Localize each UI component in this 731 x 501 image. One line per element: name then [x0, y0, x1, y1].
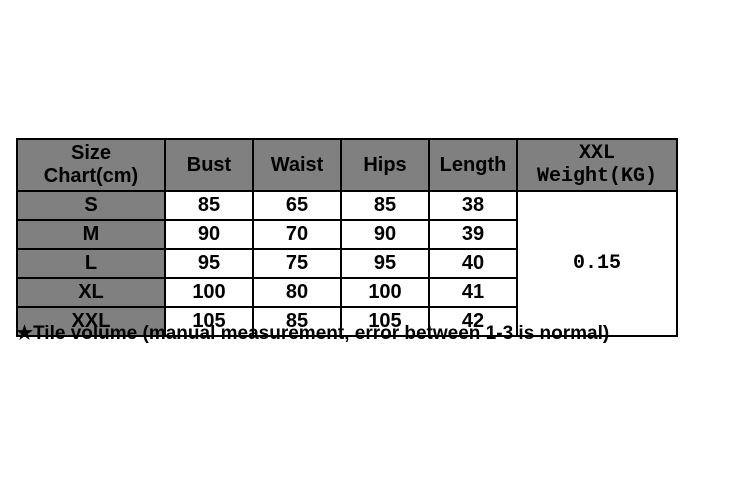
- col-header-waist: Waist: [253, 139, 341, 191]
- cell-size: M: [17, 220, 165, 249]
- table-header-row: Size Chart(cm) Bust Waist Hips Length XX…: [17, 139, 677, 191]
- cell-hips: 90: [341, 220, 429, 249]
- cell-waist: 70: [253, 220, 341, 249]
- cell-waist: 75: [253, 249, 341, 278]
- cell-hips: 100: [341, 278, 429, 307]
- cell-length: 41: [429, 278, 517, 307]
- cell-bust: 85: [165, 191, 253, 220]
- footnote: ★Tile volume (manual measurement, error …: [16, 322, 609, 345]
- cell-size: XL: [17, 278, 165, 307]
- cell-bust: 100: [165, 278, 253, 307]
- cell-waist: 65: [253, 191, 341, 220]
- cell-length: 39: [429, 220, 517, 249]
- col-header-weight: XXL Weight(KG): [517, 139, 677, 191]
- cell-size: L: [17, 249, 165, 278]
- col-header-bust: Bust: [165, 139, 253, 191]
- cell-hips: 85: [341, 191, 429, 220]
- col-header-hips: Hips: [341, 139, 429, 191]
- col-header-size: Size Chart(cm): [17, 139, 165, 191]
- cell-length: 40: [429, 249, 517, 278]
- cell-size: S: [17, 191, 165, 220]
- cell-waist: 80: [253, 278, 341, 307]
- cell-hips: 95: [341, 249, 429, 278]
- size-chart-table: Size Chart(cm) Bust Waist Hips Length XX…: [16, 138, 678, 337]
- star-icon: ★: [16, 323, 33, 344]
- table-row: S 85 65 85 38 0.15: [17, 191, 677, 220]
- footnote-text: Tile volume (manual measurement, error b…: [33, 323, 609, 344]
- col-header-length: Length: [429, 139, 517, 191]
- cell-bust: 90: [165, 220, 253, 249]
- cell-length: 38: [429, 191, 517, 220]
- cell-bust: 95: [165, 249, 253, 278]
- cell-weight: 0.15: [517, 191, 677, 336]
- size-chart-container: Size Chart(cm) Bust Waist Hips Length XX…: [16, 138, 678, 337]
